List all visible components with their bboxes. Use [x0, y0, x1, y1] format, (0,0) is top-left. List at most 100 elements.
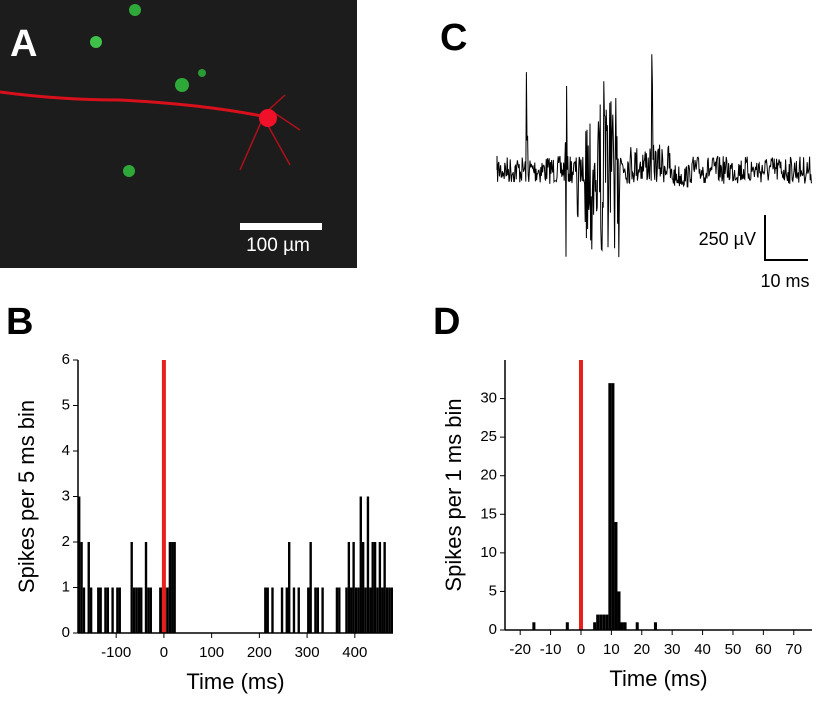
bar — [373, 542, 377, 633]
cell — [123, 165, 135, 177]
bar — [149, 587, 152, 633]
bar — [271, 587, 274, 633]
bar — [292, 587, 296, 633]
x-tick-label: 70 — [785, 641, 802, 658]
bar — [371, 542, 374, 633]
x-tick-label: 60 — [755, 641, 772, 658]
bar — [623, 622, 627, 630]
bar — [144, 542, 148, 633]
bar — [307, 587, 310, 633]
bar — [376, 587, 379, 633]
y-tick-label: 30 — [480, 390, 497, 407]
bar — [364, 587, 367, 633]
bar — [357, 587, 360, 633]
bar — [653, 622, 657, 630]
bar — [118, 587, 121, 633]
bar — [159, 587, 162, 633]
panel-label: B — [6, 301, 33, 343]
y-tick-label: 20 — [480, 467, 497, 484]
bar — [147, 587, 150, 633]
bar — [135, 587, 138, 633]
bar — [166, 587, 169, 633]
cell — [198, 69, 206, 77]
bar — [137, 587, 141, 633]
x-tick-label: 50 — [725, 641, 742, 658]
image-panel: 100 µm A — [0, 0, 357, 268]
panel-label: A — [10, 23, 37, 65]
y-tick-label: 15 — [480, 505, 497, 522]
bar — [264, 587, 267, 633]
bar — [140, 587, 143, 633]
y-tick-label: 1 — [62, 578, 70, 595]
bar — [596, 614, 600, 630]
y-tick-label: 5 — [489, 582, 497, 599]
bar — [383, 542, 386, 633]
bar — [381, 587, 384, 633]
x-axis-label: Time (ms) — [609, 666, 707, 691]
bar — [78, 496, 81, 633]
x-tick-label: 0 — [160, 644, 168, 661]
bar — [104, 587, 107, 633]
y-tick-label: 4 — [62, 442, 70, 459]
bar — [388, 587, 391, 633]
bar — [359, 496, 362, 633]
y-tick-label: 0 — [489, 621, 497, 638]
panel-label: C — [440, 17, 467, 59]
y-tick-label: 10 — [480, 544, 497, 561]
x-tick-label: 10 — [603, 641, 620, 658]
bar — [350, 587, 353, 633]
bar — [132, 587, 136, 633]
scale-voltage: 250 µV — [699, 229, 756, 249]
bar — [532, 622, 536, 630]
bar — [171, 542, 174, 633]
x-tick-label: 20 — [633, 641, 650, 658]
scale-bar — [240, 223, 322, 230]
cell — [175, 78, 189, 92]
scale-bar-label: 100 µm — [246, 235, 310, 256]
y-tick-label: 5 — [62, 396, 70, 413]
bar — [605, 614, 609, 630]
scale-bar — [764, 215, 808, 261]
bar — [390, 587, 393, 633]
panel-label: D — [433, 301, 460, 343]
cell — [129, 4, 141, 16]
neurite — [0, 90, 263, 118]
bar — [280, 587, 284, 633]
bar — [106, 587, 110, 633]
soma — [259, 109, 277, 127]
bar — [635, 622, 639, 630]
bar — [297, 587, 300, 633]
bar — [285, 587, 288, 633]
bar — [361, 542, 365, 633]
y-axis-label: Spikes per 1 ms bin — [441, 398, 466, 591]
bar — [617, 591, 621, 630]
bar — [354, 587, 358, 633]
bar — [565, 622, 569, 630]
voltage-trace — [496, 54, 812, 258]
bar — [335, 587, 339, 633]
x-tick-label: 30 — [664, 641, 681, 658]
x-tick-label: 300 — [295, 644, 320, 661]
bar — [168, 542, 172, 633]
bar — [599, 614, 603, 630]
bar — [369, 587, 372, 633]
bar — [111, 587, 114, 633]
trace-panel: C 250 µV 10 ms — [440, 17, 812, 291]
bar — [338, 587, 341, 633]
bar — [116, 587, 119, 633]
bar — [99, 587, 102, 633]
bar — [316, 587, 320, 633]
bar — [378, 542, 382, 633]
cell — [90, 36, 102, 48]
x-tick-label: 100 — [199, 644, 224, 661]
bar — [366, 496, 370, 633]
bar — [80, 542, 83, 633]
bar — [314, 587, 317, 633]
y-tick-label: 3 — [62, 487, 70, 504]
bar — [345, 587, 348, 633]
x-tick-label: -100 — [101, 644, 131, 661]
bar — [614, 522, 618, 630]
bar — [611, 383, 615, 630]
dendrite — [239, 94, 301, 171]
